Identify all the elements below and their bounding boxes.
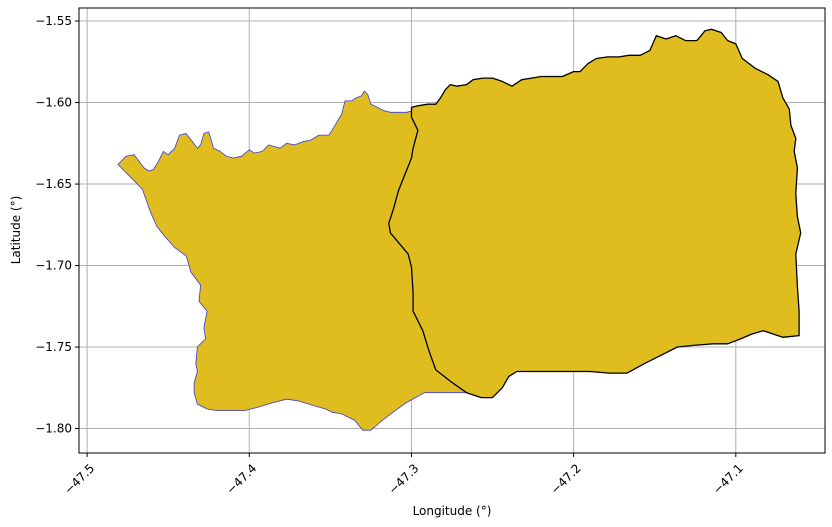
y-axis-label: Latitude (°)	[9, 196, 23, 265]
y-tick-label: −1.80	[35, 422, 72, 436]
y-axis-ticks: −1.55 −1.60 −1.65 −1.70 −1.75 −1.80	[35, 14, 79, 436]
x-axis-label: Longitude (°)	[413, 504, 492, 518]
region-2	[388, 28, 802, 399]
y-tick-label: −1.60	[35, 96, 72, 110]
axes-frame	[78, 7, 826, 454]
map-regions	[117, 28, 802, 431]
y-tick-label: −1.65	[35, 177, 72, 191]
y-tick-label: −1.55	[35, 14, 72, 28]
y-tick-label: −1.70	[35, 259, 72, 273]
y-tick-label: −1.75	[35, 340, 72, 354]
